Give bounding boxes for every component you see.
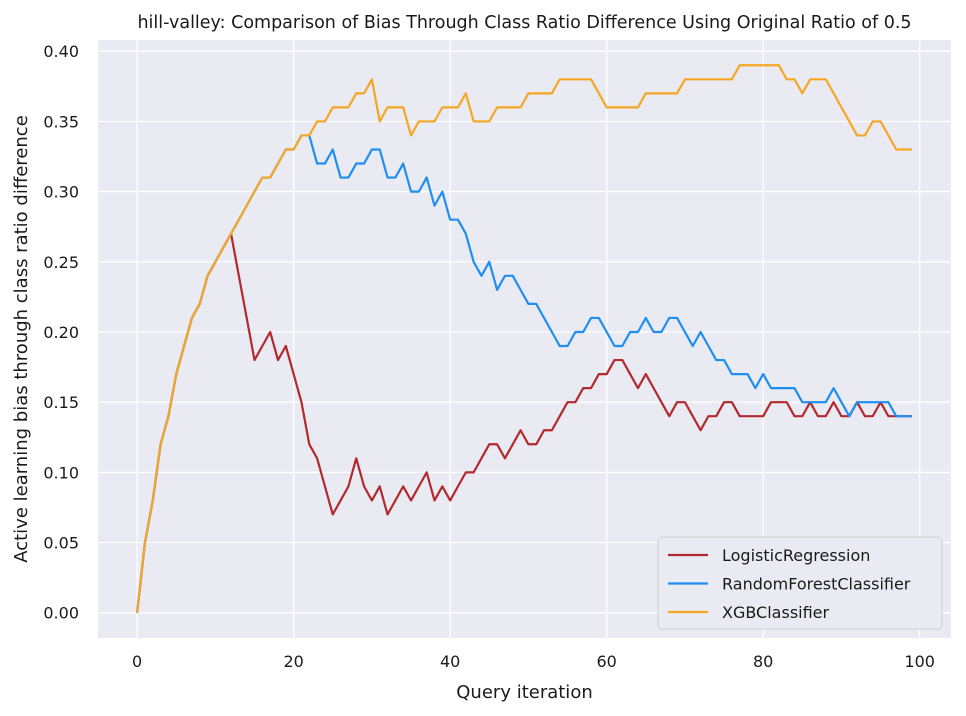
x-tick-label: 100 [904, 652, 935, 671]
x-tick-label: 80 [753, 652, 773, 671]
x-tick-label: 40 [440, 652, 460, 671]
y-tick-label: 0.25 [43, 253, 79, 272]
y-axis-ticks: 0.00 0.05 0.10 0.15 0.20 0.25 0.30 0.35 0.40 [43, 42, 79, 623]
legend-label-0: LogisticRegression [722, 546, 870, 565]
y-tick-label: 0.35 [43, 112, 79, 131]
series-lines [136, 64, 912, 613]
x-tick-label: 60 [596, 652, 616, 671]
legend-box [657, 536, 943, 630]
y-tick-label: 0.00 [43, 604, 79, 623]
legend-label-2: XGBClassifier [722, 603, 830, 622]
y-axis-label: Active learning bias through class ratio… [11, 115, 32, 563]
x-axis-label: Query iteration [456, 682, 592, 703]
y-tick-label: 0.20 [43, 323, 79, 342]
y-tick-label: 0.10 [43, 463, 79, 482]
y-tick-label: 0.05 [43, 534, 79, 553]
y-tick-label: 0.30 [43, 183, 79, 202]
x-tick-label: 0 [132, 652, 142, 671]
legend-label-1: RandomForestClassifier [722, 575, 911, 594]
series-line-2 [136, 64, 912, 613]
series-line-0 [136, 232, 912, 613]
x-tick-label: 20 [283, 652, 303, 671]
legend: LogisticRegression RandomForestClassifier… [657, 536, 943, 630]
y-tick-label: 0.40 [43, 42, 79, 61]
chart-title: hill-valley: Comparison of Bias Through … [137, 13, 911, 33]
y-tick-label: 0.15 [43, 393, 79, 412]
x-axis-ticks: 0 20 40 60 80 100 [132, 652, 935, 671]
